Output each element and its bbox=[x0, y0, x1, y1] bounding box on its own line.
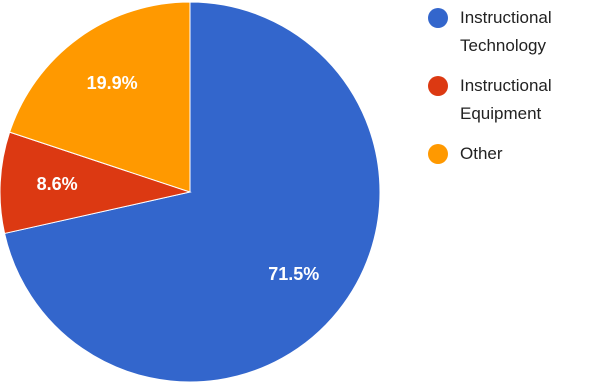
legend-item-instructional-technology[interactable]: Instructional Technology bbox=[426, 4, 598, 60]
legend-item-other[interactable]: Other bbox=[426, 140, 598, 168]
legend-label-line-1: Instructional bbox=[460, 76, 552, 95]
legend-swatch-instructional-equipment bbox=[428, 76, 448, 96]
legend: Instructional Technology Instructional E… bbox=[426, 4, 598, 180]
pie-slice-other[interactable] bbox=[9, 1, 191, 193]
slice-label-other: 19.9% bbox=[87, 73, 138, 93]
legend-label-line-2: Equipment bbox=[460, 104, 542, 123]
pie-slice-instructional-technology[interactable] bbox=[3, 1, 381, 383]
slice-label-instructional-technology: 71.5% bbox=[268, 264, 319, 284]
slice-label-instructional-equipment: 8.6% bbox=[37, 174, 78, 194]
legend-label-line-1: Instructional bbox=[460, 8, 552, 27]
legend-swatch-instructional-technology bbox=[428, 8, 448, 28]
legend-item-instructional-equipment[interactable]: Instructional Equipment bbox=[426, 72, 598, 128]
pie-slice-instructional-equipment[interactable] bbox=[0, 131, 192, 235]
legend-swatch-other bbox=[428, 144, 448, 164]
legend-label-line-1: Other bbox=[460, 144, 503, 163]
legend-label-line-2: Technology bbox=[460, 36, 547, 55]
